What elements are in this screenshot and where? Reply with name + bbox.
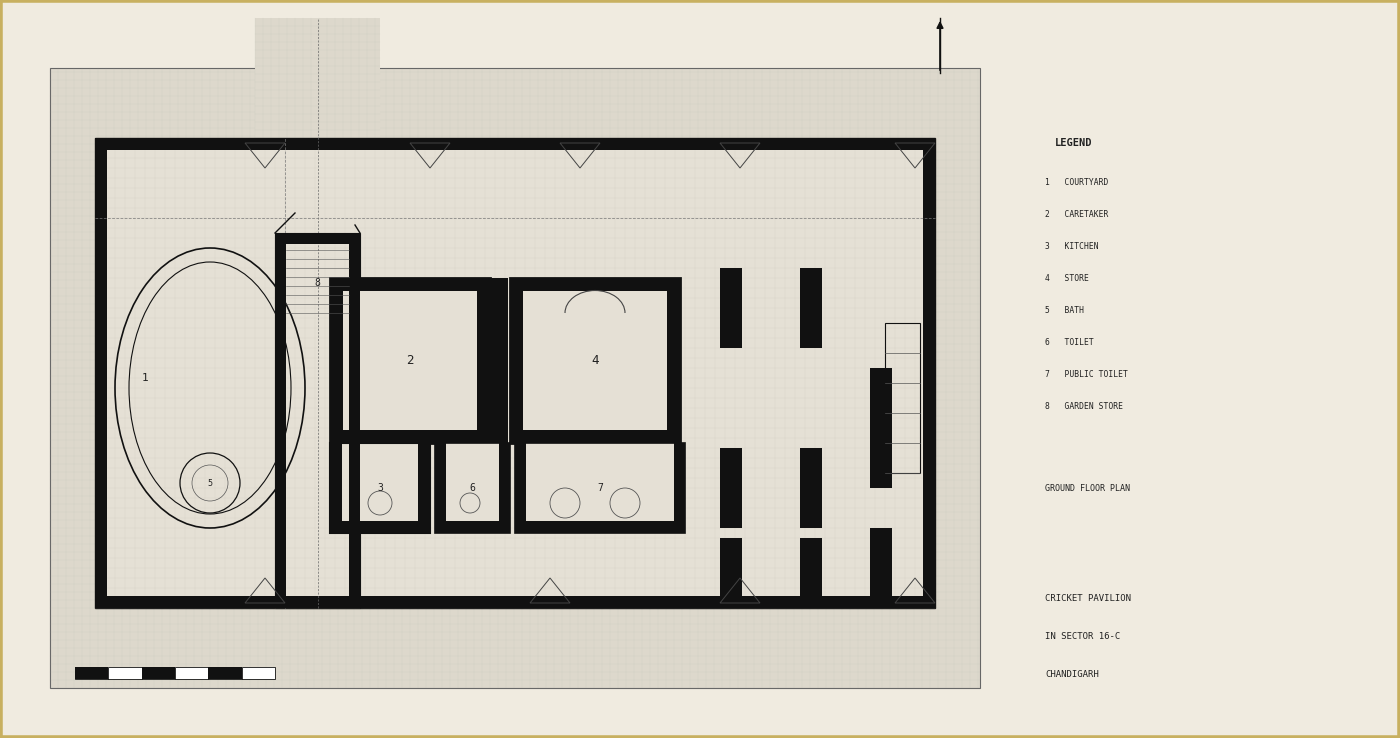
Text: CHANDIGARH: CHANDIGARH	[1044, 670, 1099, 679]
Bar	[435, 443, 510, 533]
Bar	[76, 667, 108, 679]
Bar	[498, 443, 510, 533]
Text: 1   COURTYARD: 1 COURTYARD	[1044, 178, 1109, 187]
Bar	[869, 368, 892, 488]
Bar	[175, 667, 209, 679]
Bar	[95, 138, 106, 608]
Text: 5   BATH: 5 BATH	[1044, 306, 1084, 315]
Bar	[720, 448, 742, 528]
Bar	[799, 538, 822, 558]
Bar	[330, 278, 490, 443]
Bar	[274, 233, 360, 608]
Bar	[799, 548, 822, 598]
Bar	[242, 667, 274, 679]
Bar	[95, 596, 935, 608]
Bar	[175, 667, 209, 679]
Bar	[330, 430, 490, 443]
Bar	[349, 233, 360, 608]
Bar	[510, 430, 680, 443]
Bar	[720, 548, 742, 598]
Text: 8: 8	[315, 278, 321, 288]
Bar	[720, 268, 742, 348]
Text: 5: 5	[207, 478, 213, 488]
Text: CRICKET PAVILION: CRICKET PAVILION	[1044, 594, 1131, 603]
Bar	[330, 521, 430, 533]
Text: 4   STORE: 4 STORE	[1044, 274, 1089, 283]
Text: 4: 4	[591, 354, 599, 367]
Bar	[477, 278, 490, 443]
Bar	[435, 443, 447, 533]
Bar	[869, 528, 892, 598]
Bar	[274, 233, 360, 244]
Bar	[923, 138, 935, 608]
Bar	[108, 667, 141, 679]
Text: 7: 7	[596, 483, 603, 493]
Bar	[510, 278, 680, 291]
Bar	[515, 443, 526, 533]
Text: IN SECTOR 16-C: IN SECTOR 16-C	[1044, 632, 1120, 641]
Text: 3: 3	[377, 483, 384, 493]
Bar	[673, 443, 685, 533]
Bar	[141, 667, 175, 679]
Text: 3   KITCHEN: 3 KITCHEN	[1044, 242, 1099, 251]
Bar	[95, 138, 935, 150]
Bar	[242, 667, 274, 679]
Bar	[799, 448, 822, 528]
Bar	[76, 667, 108, 679]
Text: 2: 2	[406, 354, 414, 367]
Text: LEGEND: LEGEND	[1056, 138, 1092, 148]
Bar	[209, 667, 242, 679]
Bar	[435, 521, 510, 533]
Bar	[108, 667, 141, 679]
Bar	[799, 268, 822, 348]
Bar	[50, 68, 980, 688]
Bar	[330, 443, 342, 533]
Bar	[255, 18, 379, 138]
Bar	[515, 443, 685, 533]
Bar	[95, 138, 935, 608]
Bar	[666, 278, 680, 443]
Text: 1: 1	[141, 373, 148, 383]
Bar	[419, 443, 430, 533]
Bar	[885, 323, 920, 473]
Bar	[141, 667, 175, 679]
Text: 7   PUBLIC TOILET: 7 PUBLIC TOILET	[1044, 370, 1128, 379]
Bar	[330, 278, 343, 443]
Text: 6   TOILET: 6 TOILET	[1044, 338, 1093, 347]
Bar	[330, 278, 490, 291]
Bar	[330, 443, 430, 533]
Bar	[515, 521, 685, 533]
Bar	[510, 278, 524, 443]
Text: 8   GARDEN STORE: 8 GARDEN STORE	[1044, 402, 1123, 411]
Bar	[209, 667, 242, 679]
Text: GROUND FLOOR PLAN: GROUND FLOOR PLAN	[1044, 484, 1130, 493]
Bar	[490, 278, 508, 443]
Bar	[720, 538, 742, 558]
Bar	[274, 233, 286, 608]
Bar	[510, 278, 680, 443]
Text: 2   CARETAKER: 2 CARETAKER	[1044, 210, 1109, 219]
Text: 6: 6	[469, 483, 476, 493]
